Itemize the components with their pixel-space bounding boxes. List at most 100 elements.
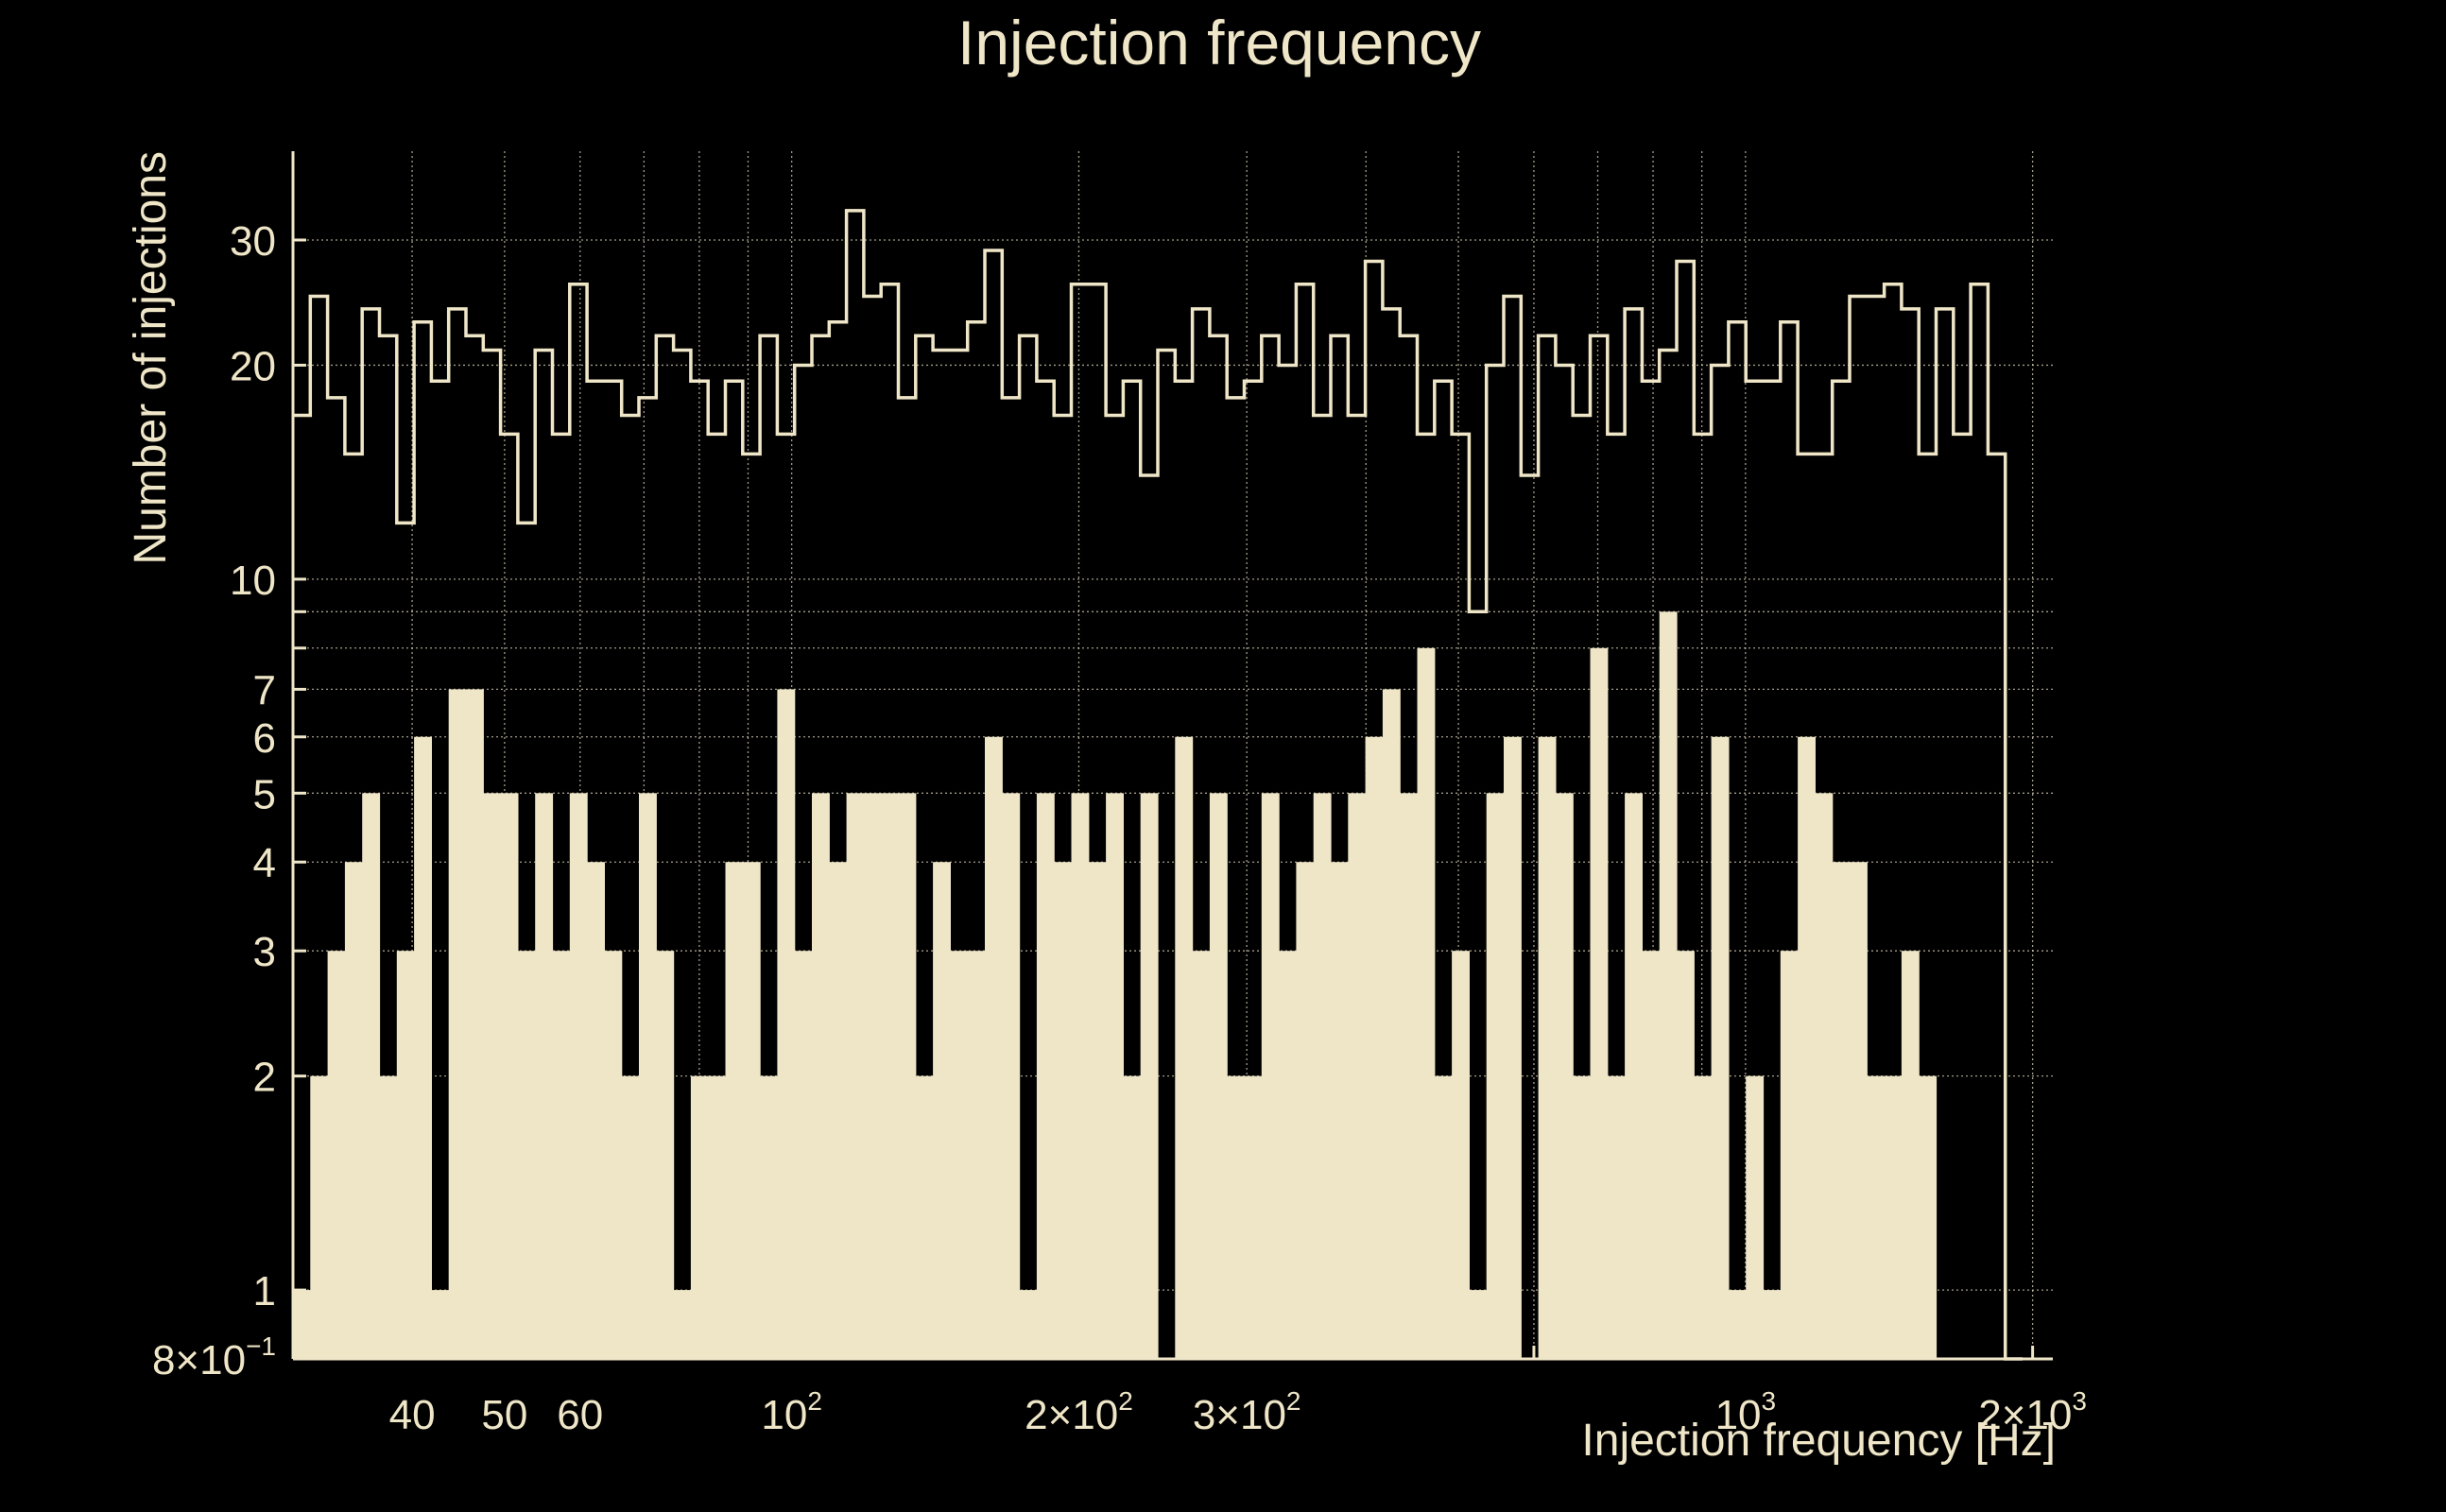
histogram-bar	[1590, 647, 1609, 1359]
histogram-bar	[1348, 793, 1367, 1359]
histogram-bar	[431, 1290, 450, 1359]
histogram-bar	[1728, 1290, 1747, 1359]
histogram-bar	[414, 736, 432, 1359]
histogram-bar	[1313, 793, 1332, 1359]
histogram-bar	[1296, 862, 1315, 1359]
y-tick-label: 20	[230, 343, 276, 389]
y-tick-label: 4	[253, 840, 276, 886]
histogram-bar	[967, 951, 986, 1359]
histogram-bar	[1261, 793, 1280, 1359]
filled-histogram-series	[293, 611, 1938, 1359]
histogram-bar	[1279, 951, 1297, 1359]
y-tick-label: 8×10−1	[152, 1332, 276, 1383]
histogram-bar	[1140, 793, 1159, 1359]
histogram-bar	[1555, 793, 1574, 1359]
chart-title: Injection frequency	[957, 8, 1481, 77]
histogram-bar	[1365, 736, 1384, 1359]
histogram-bar	[863, 793, 882, 1359]
histogram-bar	[1607, 1075, 1626, 1359]
histogram-bar	[1919, 1075, 1938, 1359]
histogram-bar	[1192, 951, 1211, 1359]
histogram-bar	[1625, 793, 1643, 1359]
histogram-bar	[777, 689, 796, 1359]
histogram-bar	[1036, 793, 1055, 1359]
histogram-bar	[846, 793, 865, 1359]
histogram-bar	[379, 1075, 398, 1359]
x-tick-label: 50	[481, 1392, 527, 1438]
histogram-bar	[1850, 862, 1868, 1359]
x-tick-labels: 40 50 60 102 2×102 3×102 103 2×103	[389, 1386, 2087, 1438]
histogram-bar	[673, 1290, 692, 1359]
histogram-bar	[1175, 736, 1194, 1359]
histogram-bar	[1088, 862, 1107, 1359]
histogram-bar	[1417, 647, 1436, 1359]
histogram-bar	[656, 951, 675, 1359]
histogram-bar	[1469, 1290, 1488, 1359]
axes	[291, 151, 2053, 1361]
histogram-bar	[915, 1075, 934, 1359]
histogram-bar	[552, 951, 571, 1359]
histogram-bar	[517, 951, 536, 1359]
y-tick-labels: 8×10−1 1 2 3 4 5 67 10 20 30	[152, 218, 276, 1383]
histogram-bar	[1071, 793, 1090, 1359]
x-tick-label: 60	[557, 1392, 603, 1438]
histogram-bar	[985, 736, 1003, 1359]
y-tick-label: 7	[253, 667, 276, 713]
histogram-bar	[812, 793, 830, 1359]
histogram-bar	[1504, 736, 1522, 1359]
histogram-bar	[1106, 793, 1124, 1359]
histogram-bar	[1538, 736, 1557, 1359]
histogram-bar	[569, 793, 588, 1359]
histogram-bar	[1677, 951, 1695, 1359]
y-tick-label: 30	[230, 218, 276, 265]
histogram-bar	[1746, 1075, 1765, 1359]
histogram-bar	[483, 793, 502, 1359]
histogram-bar	[1884, 1075, 1903, 1359]
histogram-bar	[933, 862, 951, 1359]
histogram-bar	[1763, 1290, 1782, 1359]
histogram-bar	[587, 862, 605, 1359]
histogram-bar	[1867, 1075, 1886, 1359]
histogram-bar	[760, 1075, 778, 1359]
histogram-bar	[708, 1075, 727, 1359]
y-tick-label: 2	[253, 1055, 276, 1101]
histogram-bar	[639, 793, 657, 1359]
histogram-bar	[1227, 1075, 1246, 1359]
x-tick-label: 2×103	[1978, 1386, 2087, 1438]
histogram-bar	[1244, 1075, 1263, 1359]
x-tick-label: 102	[761, 1386, 822, 1438]
histogram-bar	[1711, 736, 1730, 1359]
histogram-bar	[1054, 862, 1073, 1359]
histogram-bar	[1123, 1075, 1142, 1359]
histogram-bar	[396, 951, 415, 1359]
y-axis-label: Number of injections	[126, 151, 176, 565]
histogram-bar	[1815, 793, 1834, 1359]
histogram-bar	[310, 1075, 329, 1359]
histogram-bar	[1331, 862, 1349, 1359]
y-tick-label: 3	[253, 929, 276, 975]
histogram-bar	[344, 862, 363, 1359]
x-tick-label: 3×102	[1193, 1386, 1301, 1438]
histogram-bar	[362, 793, 381, 1359]
histogram-bar	[1002, 793, 1021, 1359]
histogram-bar	[881, 793, 900, 1359]
histogram-bar	[1798, 736, 1816, 1359]
histogram-bar	[1694, 1075, 1713, 1359]
histogram-bar	[448, 689, 467, 1359]
histogram-bar	[829, 862, 848, 1359]
histogram-bar	[327, 951, 346, 1359]
histogram-bar	[293, 1290, 311, 1359]
histogram-bar	[1642, 951, 1661, 1359]
histogram-bar	[1019, 1290, 1038, 1359]
histogram-bar	[621, 1075, 640, 1359]
x-axis-label: Injection frequency [Hz]	[1581, 1416, 2056, 1466]
histogram-bar	[1400, 793, 1419, 1359]
histogram-bar	[1901, 951, 1920, 1359]
histogram-bar	[1659, 611, 1678, 1359]
histogram-bar	[1382, 689, 1401, 1359]
histogram-bar	[1780, 951, 1799, 1359]
y-tick-label: 5	[253, 771, 276, 817]
y-tick-label: 1	[253, 1268, 276, 1314]
histogram-bar	[1209, 793, 1228, 1359]
histogram-bar	[535, 793, 554, 1359]
